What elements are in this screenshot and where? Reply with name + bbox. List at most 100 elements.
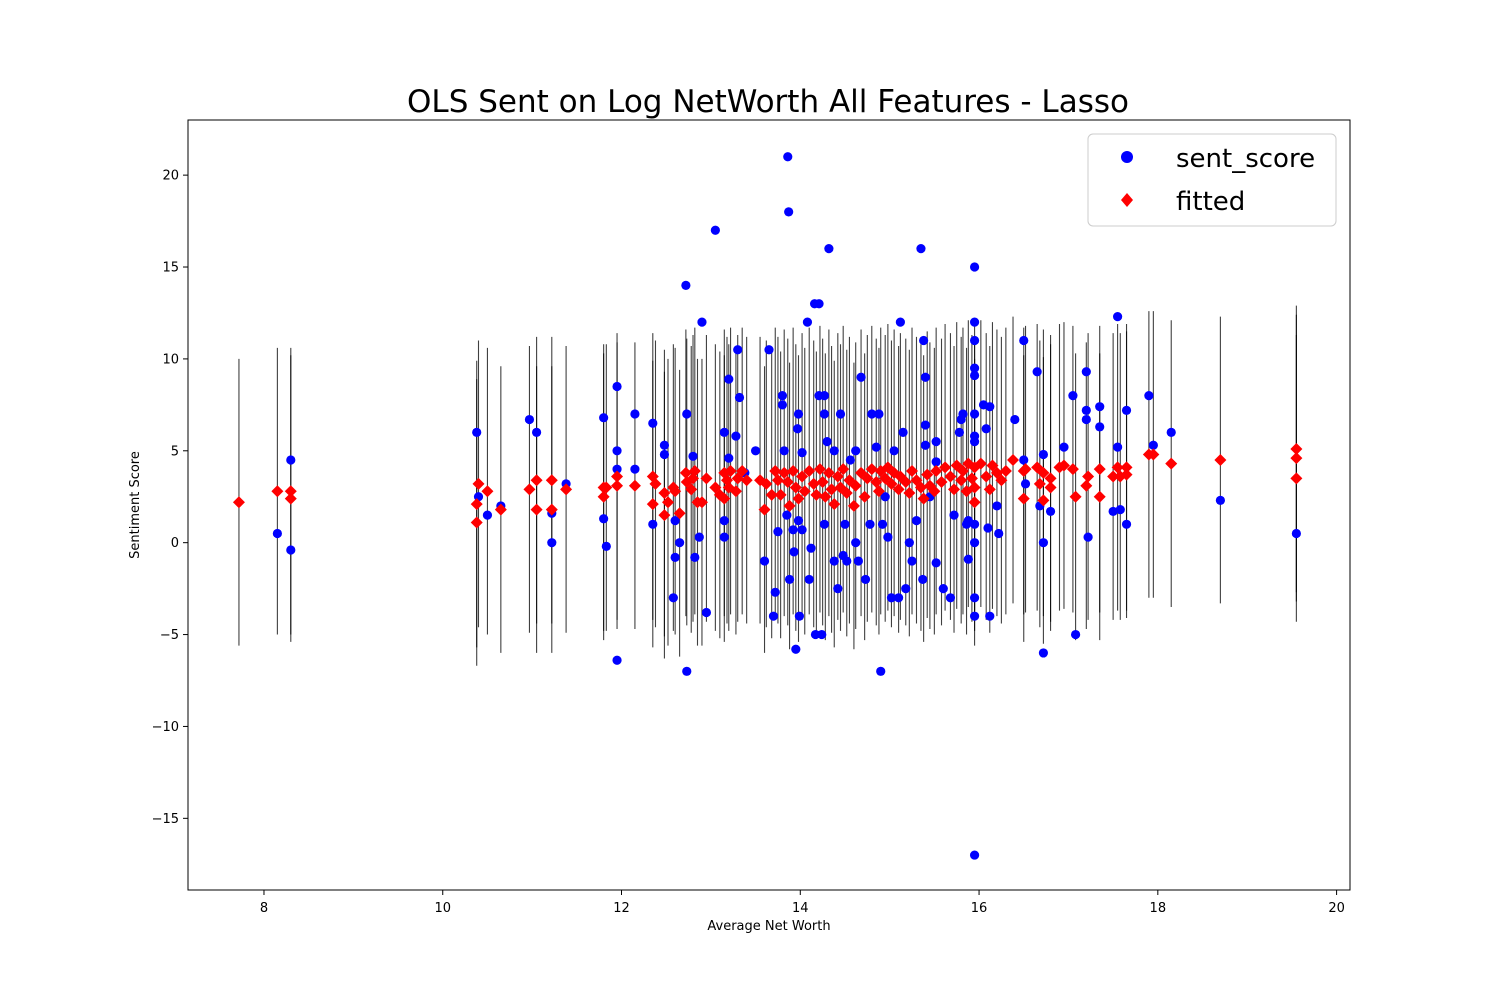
sent-score-point <box>851 446 861 456</box>
fitted-point <box>939 461 952 474</box>
y-tick-label: −5 <box>160 628 179 643</box>
fitted-point <box>628 479 641 492</box>
sent-score-point <box>524 414 535 425</box>
sent-score-point <box>532 427 542 438</box>
sent-score-point <box>759 556 770 566</box>
sent-score-point <box>918 574 928 585</box>
sent-score-point <box>969 335 980 346</box>
sent-score-point <box>981 424 991 434</box>
sent-score-point <box>670 552 680 562</box>
sent-score-point <box>710 225 720 235</box>
sent-score-point <box>931 558 941 568</box>
x-tick-label: 16 <box>971 901 988 916</box>
sent-score-point <box>969 370 980 381</box>
fitted-point <box>870 476 883 489</box>
sent-score-point <box>945 593 956 603</box>
y-axis-ticks: 20 15 10 5 0 −5 −10 −15 <box>152 169 188 827</box>
sent-score-point <box>612 446 622 456</box>
fitted-point <box>928 485 941 498</box>
sent-score-point <box>724 453 734 463</box>
fitted-point <box>1093 463 1106 476</box>
sent-score-point <box>1019 455 1029 465</box>
sent-score-point <box>867 409 877 419</box>
fitted-point <box>872 485 885 498</box>
sent-score-point <box>904 538 914 548</box>
fitted-point <box>470 516 483 529</box>
sent-score-point <box>814 299 824 309</box>
fitted-point <box>774 488 787 501</box>
sent-score-point <box>719 532 729 542</box>
fitted-point <box>798 485 811 498</box>
fitted-point <box>472 477 485 490</box>
sent-score-point <box>547 538 557 548</box>
sent-score-point <box>734 392 745 403</box>
sent-score-point <box>886 593 897 603</box>
fitted-point <box>545 503 558 516</box>
y-axis-label: Sentiment Score <box>128 451 143 559</box>
sent-score-point <box>969 850 980 860</box>
sent-score-point <box>599 514 609 524</box>
x-tick-label: 12 <box>613 901 630 916</box>
sent-score-point <box>793 516 804 526</box>
fitted-point <box>783 499 796 512</box>
legend-marker-sent-score <box>1121 151 1133 163</box>
fitted-point <box>232 496 245 509</box>
sent-score-point <box>788 525 798 535</box>
fitted-point <box>968 496 981 509</box>
sent-score-point <box>482 510 493 520</box>
sent-score-point <box>806 543 816 553</box>
sent-score-point <box>898 427 908 438</box>
legend-label-sent-score: sent_score <box>1176 144 1315 174</box>
fitted-point <box>688 465 701 478</box>
sent-score-point <box>802 317 813 327</box>
sent-score-point <box>724 374 734 384</box>
fitted-point <box>861 472 874 485</box>
sent-score-point <box>1081 414 1091 425</box>
fitted-point <box>837 463 850 476</box>
sent-score-point <box>1144 391 1154 401</box>
fitted-point <box>807 477 820 490</box>
sent-score-point <box>791 644 801 654</box>
fitted-point <box>494 503 507 516</box>
sent-score-point <box>612 464 622 474</box>
fitted-point <box>771 474 784 487</box>
sent-score-point <box>286 545 296 555</box>
sent-score-point <box>682 409 692 419</box>
sent-score-point <box>865 519 875 529</box>
fitted-point <box>530 503 543 516</box>
fitted-point <box>914 481 927 494</box>
sent-score-point <box>822 436 832 447</box>
sent-score-point <box>907 556 917 566</box>
sent-score-point <box>876 666 886 676</box>
sent-score-point <box>969 611 980 621</box>
fitted-point <box>828 498 841 511</box>
fitted-point <box>813 463 826 476</box>
fitted-point <box>646 498 659 511</box>
x-tick-label: 8 <box>260 901 268 916</box>
sent-score-point <box>612 655 622 665</box>
sent-score-point <box>1108 506 1118 517</box>
fitted-point <box>1080 479 1093 492</box>
fitted-point <box>1120 468 1133 481</box>
sent-score-point <box>842 556 852 566</box>
sent-score-point <box>880 492 890 502</box>
fitted-point <box>935 476 948 489</box>
sent-score-point <box>668 593 678 603</box>
sent-score-point <box>1095 402 1105 412</box>
sent-score-point <box>901 584 911 594</box>
fitted-point <box>858 490 871 503</box>
sent-score-point <box>793 409 804 419</box>
fitted-point <box>1066 463 1079 476</box>
fitted-point <box>560 483 573 496</box>
sent-score-point <box>1148 440 1158 450</box>
fitted-point <box>787 465 800 478</box>
sent-score-point <box>969 262 980 272</box>
fitted-point <box>597 490 610 503</box>
fitted-point <box>965 472 978 485</box>
sent-score-point <box>860 574 871 585</box>
fitted-point <box>1290 472 1303 485</box>
legend-marker-fitted <box>1121 193 1133 207</box>
sent-score-point <box>969 519 980 529</box>
fitted-point <box>778 466 791 479</box>
